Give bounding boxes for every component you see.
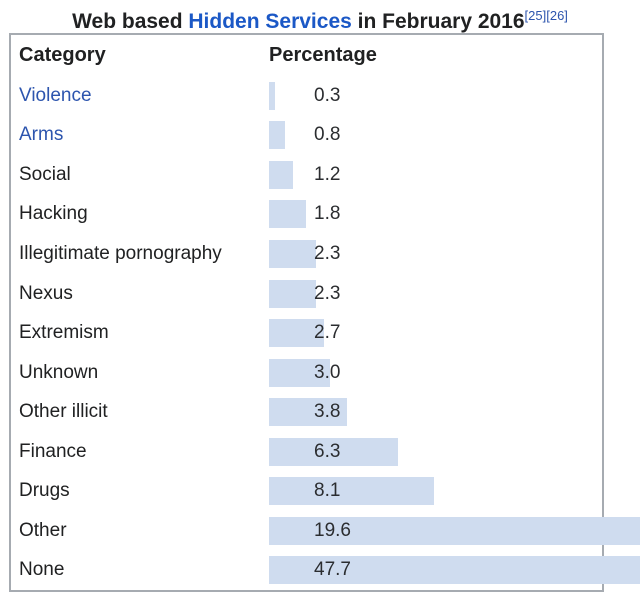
table-row: Extremism 2.7 bbox=[11, 313, 602, 353]
ref-26-link[interactable]: [26] bbox=[546, 8, 568, 23]
title-text-prefix: Web based bbox=[72, 10, 189, 33]
percentage-value: 3.8 bbox=[314, 401, 341, 423]
percentage-cell: 2.3 bbox=[269, 274, 602, 314]
percentage-value: 3.0 bbox=[314, 361, 341, 383]
percentage-column-header: Percentage bbox=[269, 44, 377, 66]
category-cell: None bbox=[11, 559, 269, 581]
table-row: None 47.7 bbox=[11, 551, 640, 591]
category-label: None bbox=[19, 559, 65, 581]
table-row: Social 1.2 bbox=[11, 155, 602, 195]
percentage-bar bbox=[269, 239, 316, 268]
percentage-bar bbox=[269, 279, 316, 308]
category-label: Illegitimate pornography bbox=[19, 242, 222, 264]
category-label: Finance bbox=[19, 440, 87, 462]
percentage-bar bbox=[269, 398, 347, 427]
category-cell: Illegitimate pornography bbox=[11, 243, 269, 265]
table-header-row: Category Percentage bbox=[11, 35, 602, 76]
category-cell: Unknown bbox=[11, 362, 269, 384]
percentage-cell: 3.8 bbox=[269, 392, 602, 432]
table-row: Illegitimate pornography 2.3 bbox=[11, 234, 602, 274]
category-label: Social bbox=[19, 163, 71, 185]
percentage-bar bbox=[269, 200, 306, 229]
percentage-bar bbox=[269, 319, 325, 348]
table-row: Hacking 1.8 bbox=[11, 195, 602, 235]
title-text-suffix: in February 2016 bbox=[351, 10, 525, 33]
percentage-cell: 0.8 bbox=[269, 116, 602, 156]
percentage-cell: 3.0 bbox=[269, 353, 602, 393]
category-cell: Other bbox=[11, 520, 269, 542]
percentage-bar bbox=[269, 437, 398, 466]
percentage-bar bbox=[269, 81, 276, 110]
percentage-bar bbox=[269, 121, 286, 150]
percentage-bar bbox=[269, 358, 331, 387]
category-label: Unknown bbox=[19, 361, 99, 383]
percentage-cell: 47.7 bbox=[269, 551, 640, 591]
percentage-cell: 0.3 bbox=[269, 76, 602, 116]
percentage-bar bbox=[269, 160, 294, 189]
percentage-value: 2.3 bbox=[314, 242, 341, 264]
percentage-bar bbox=[269, 516, 640, 545]
percentage-cell: 1.2 bbox=[269, 155, 602, 195]
percentage-value: 1.8 bbox=[314, 203, 341, 225]
percentage-cell: 6.3 bbox=[269, 432, 602, 472]
category-cell: Extremism bbox=[11, 322, 269, 344]
category-label: Other illicit bbox=[19, 401, 108, 423]
percentage-bar bbox=[269, 477, 435, 506]
percentage-cell: 19.6 bbox=[269, 511, 640, 551]
category-cell: Other illicit bbox=[11, 401, 269, 423]
percentage-cell: 2.7 bbox=[269, 313, 602, 353]
table-row: Other illicit 3.8 bbox=[11, 392, 602, 432]
table-row: Arms 0.8 bbox=[11, 116, 602, 156]
percentage-value: 2.3 bbox=[314, 282, 341, 304]
category-cell: Hacking bbox=[11, 203, 269, 225]
percentage-value: 19.6 bbox=[314, 519, 351, 541]
percentage-value: 1.2 bbox=[314, 163, 341, 185]
ref-25-link[interactable]: [25] bbox=[524, 8, 547, 23]
table-row: Unknown 3.0 bbox=[11, 353, 602, 393]
hidden-services-table: Category Percentage Violence 0.3 Arms 0.8 So… bbox=[9, 33, 640, 592]
category-link-violence[interactable]: Violence bbox=[19, 84, 92, 106]
percentage-cell: 8.1 bbox=[269, 471, 602, 511]
percentage-cell: 2.3 bbox=[269, 234, 602, 274]
category-label: Hacking bbox=[19, 203, 88, 225]
category-label: Extremism bbox=[19, 322, 109, 344]
table-row: Violence 0.3 bbox=[11, 76, 602, 116]
percentage-value: 0.8 bbox=[314, 124, 341, 146]
table-row: Drugs 8.1 bbox=[11, 471, 602, 511]
category-cell: Finance bbox=[11, 441, 269, 463]
table-row: Finance 6.3 bbox=[11, 432, 602, 472]
hidden-services-link[interactable]: Hidden Services bbox=[188, 10, 352, 33]
category-label: Drugs bbox=[19, 480, 70, 502]
category-cell: Drugs bbox=[11, 480, 269, 502]
chart-title: Web based Hidden Services in February 20… bbox=[0, 1, 640, 37]
percentage-cell: 1.8 bbox=[269, 195, 602, 235]
percentage-value: 2.7 bbox=[314, 322, 341, 344]
category-label: Nexus bbox=[19, 282, 73, 304]
category-column-header: Category bbox=[19, 44, 106, 66]
reference-superscripts: [25][26] bbox=[525, 8, 568, 23]
category-link-arms[interactable]: Arms bbox=[19, 124, 64, 146]
percentage-value: 8.1 bbox=[314, 480, 341, 502]
table-body: Violence 0.3 Arms 0.8 Social 1.2 Hacking 1.8 Ill… bbox=[11, 76, 640, 591]
percentage-value: 0.3 bbox=[314, 84, 341, 106]
category-cell: Social bbox=[11, 164, 269, 186]
category-cell: Nexus bbox=[11, 283, 269, 305]
table-row: Nexus 2.3 bbox=[11, 274, 602, 314]
category-cell: Violence bbox=[11, 85, 269, 107]
table-row: Other 19.6 bbox=[11, 511, 640, 551]
percentage-bar bbox=[269, 556, 640, 585]
percentage-value: 47.7 bbox=[314, 559, 351, 581]
category-cell: Arms bbox=[11, 124, 269, 146]
percentage-value: 6.3 bbox=[314, 440, 341, 462]
category-label: Other bbox=[19, 519, 67, 541]
